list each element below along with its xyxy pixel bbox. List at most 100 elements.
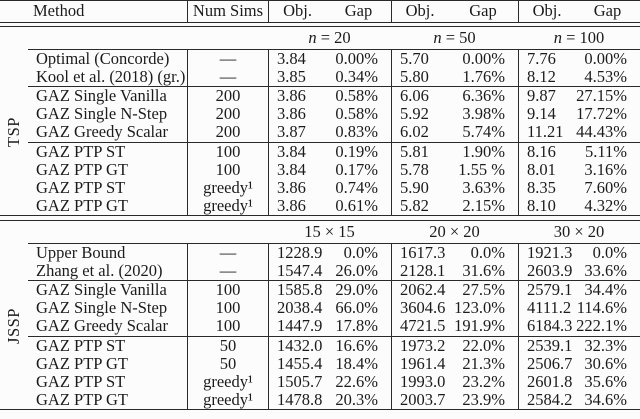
gap-cell: 0.00% [335, 48, 378, 68]
group-header-2: 20 × 20 [429, 221, 480, 241]
obj-cell: 3.86 [268, 196, 326, 216]
obj-cell: 5.80 [391, 67, 448, 87]
group-header-1: 15 × 15 [304, 221, 355, 241]
obj-cell: 4721.5 [391, 317, 448, 336]
gap-cell: 0.0% [470, 242, 505, 262]
method-cell: GAZ Greedy Scalar [36, 316, 168, 336]
row-group-rule [28, 242, 640, 244]
method-cell: GAZ Greedy Scalar [36, 122, 168, 142]
obj-cell: 5.90 [391, 178, 448, 198]
method-cell: Kool et al. (2018) (gr.) [36, 66, 186, 86]
obj-cell: 1505.7 [268, 372, 326, 392]
obj-cell: 2579.1 [518, 280, 575, 300]
group-header-3: n = 100 [553, 27, 605, 47]
table-row: GAZ PTP ST greedy¹ 1505.7 22.6% 1993.0 23.2% 2… [0, 372, 640, 392]
num-sims-cell: — [187, 67, 268, 87]
obj-cell: 1961.4 [391, 354, 448, 373]
gap-cell: 23.9% [462, 390, 505, 410]
num-sims-cell: — [187, 261, 268, 280]
num-sims-cell: 200 [187, 123, 268, 142]
obj-cell: 8.10 [518, 196, 575, 216]
top-rule [0, 0, 640, 1]
obj-cell: 7.76 [518, 49, 575, 68]
num-sims-cell: 200 [187, 105, 268, 124]
col-header-obj-1: Obj. [268, 1, 326, 22]
method-cell: GAZ Single N-Step [36, 298, 168, 318]
table-body: TSP n = 20 n = 50 n = 100 Optimal (Concorde)… [0, 21, 640, 410]
gap-cell: 2.15% [462, 196, 505, 216]
table-row: GAZ Greedy Scalar 100 1447.9 17.8% 4721.5 191… [0, 316, 640, 336]
table-row: GAZ Single N-Step 200 3.86 0.58% 5.92 3.98% 9.… [0, 104, 640, 124]
math-variable: n [433, 27, 442, 47]
obj-cell: 1617.3 [391, 243, 448, 262]
gap-cell: 1.76% [462, 66, 505, 86]
gap-cell: 1.90% [462, 141, 505, 161]
table-row: GAZ PTP GT 100 3.84 0.17% 5.78 1.55 % 8.01 3.16… [0, 160, 640, 179]
group-header-spacer [0, 27, 268, 49]
obj-cell: 2062.4 [391, 280, 448, 300]
gap-cell: 18.4% [335, 353, 378, 373]
col-header-num-sims: Num Sims [187, 1, 268, 22]
gap-cell: 29.0% [335, 279, 378, 299]
table-row: GAZ Greedy Scalar 200 3.87 0.83% 6.02 5.74% 11… [0, 122, 640, 142]
obj-cell: 6.02 [391, 123, 448, 142]
table-row: GAZ PTP GT greedy¹ 1478.8 20.3% 2003.7 23.9% 2… [0, 390, 640, 410]
gap-cell: 0.58% [335, 104, 378, 124]
obj-cell: 8.12 [518, 67, 575, 87]
row-group-rule [28, 141, 640, 143]
gap-cell: 30.6% [584, 353, 627, 373]
num-sims-cell: 100 [187, 160, 268, 179]
table-row: GAZ Single Vanilla 100 1585.8 29.0% 2062.4 27… [0, 279, 640, 300]
gap-cell: 0.0% [592, 242, 627, 262]
obj-cell: 1547.4 [268, 261, 326, 280]
obj-cell: 5.78 [391, 160, 448, 179]
method-cell: GAZ PTP GT [36, 353, 128, 373]
gap-cell: 4.53% [584, 66, 627, 86]
row-group-rule [28, 279, 640, 281]
num-sims-cell: greedy¹ [187, 196, 268, 216]
header-double-rule [0, 21, 640, 27]
column-header-row: Method Num Sims Obj. Gap Obj. Gap Obj. G… [0, 1, 640, 22]
section-jssp: JSSP 15 × 15 20 × 20 30 × 20 Upper Bound —122… [0, 221, 640, 410]
obj-cell: 2038.4 [268, 298, 326, 318]
table-row: GAZ PTP ST greedy¹ 3.86 0.74% 5.90 3.63% 8.35 7… [0, 178, 640, 198]
group-header-1: n = 20 [308, 27, 351, 47]
gap-cell: 34.4% [584, 279, 627, 299]
math-variable: n [553, 27, 562, 47]
row-group-rule [28, 48, 640, 50]
method-cell: Optimal (Concorde) [36, 48, 170, 68]
gap-cell: 27.5% [462, 279, 505, 299]
group-header-row: 15 × 15 20 × 20 30 × 20 [0, 221, 640, 243]
obj-cell: 3.86 [268, 105, 326, 124]
obj-cell: 9.14 [518, 105, 575, 124]
gap-cell: 31.6% [462, 260, 505, 280]
gap-cell: 5.74% [462, 122, 505, 142]
obj-cell: 11.21 [518, 123, 575, 142]
gap-cell: 4.32% [584, 196, 627, 216]
gap-cell: 0.0% [343, 242, 378, 262]
obj-cell: 6.06 [391, 86, 448, 106]
gap-cell: 123.0% [454, 298, 505, 318]
obj-cell: 1585.8 [268, 280, 326, 300]
gap-cell: 114.6% [576, 298, 627, 318]
obj-cell: 1921.3 [518, 243, 575, 262]
gap-cell: 222.1% [576, 316, 627, 336]
gap-cell: 26.0% [335, 260, 378, 280]
obj-cell: 3.86 [268, 86, 326, 106]
table-row: Zhang et al. (2020) —1547.4 26.0% 2128.1 31.… [0, 260, 640, 280]
obj-cell: 1455.4 [268, 354, 326, 373]
method-cell: Upper Bound [36, 242, 126, 262]
method-cell: GAZ PTP GT [36, 390, 128, 410]
obj-cell: 1993.0 [391, 372, 448, 392]
num-sims-cell: 100 [187, 298, 268, 318]
method-cell: Zhang et al. (2020) [36, 260, 163, 280]
col-header-gap-1: Gap [344, 1, 373, 20]
gap-cell: 16.6% [335, 335, 378, 355]
obj-cell: 3.85 [268, 67, 326, 87]
obj-cell: 3.87 [268, 123, 326, 142]
section-divider-double-rule [0, 215, 640, 221]
obj-cell: 3.86 [268, 178, 326, 198]
math-variable: n [308, 27, 317, 47]
gap-cell: 0.61% [335, 196, 378, 216]
